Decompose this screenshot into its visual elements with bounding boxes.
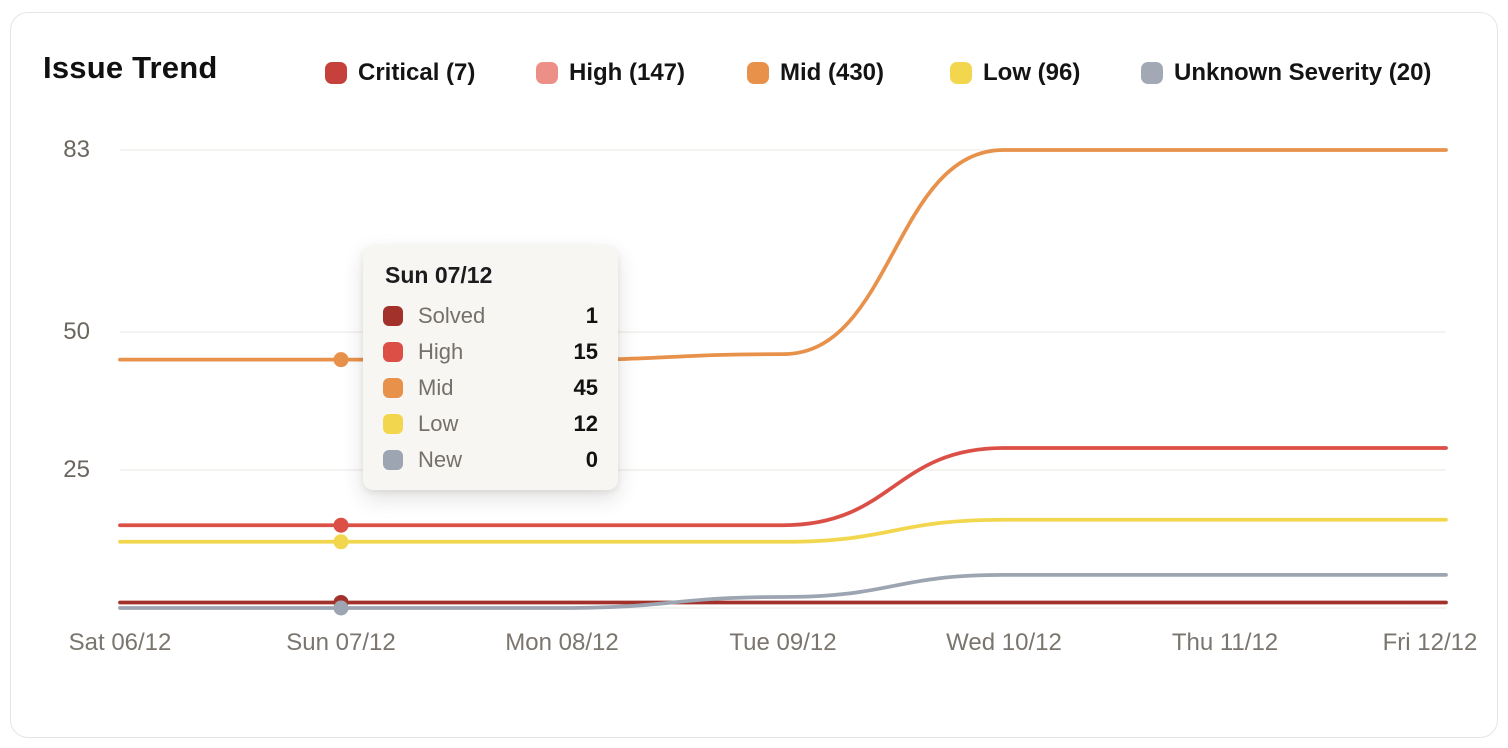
tooltip-title: Sun 07/12 [385, 262, 493, 288]
tooltip-series-value: 1 [585, 303, 598, 328]
tooltip-row: Low 12 [383, 406, 598, 442]
page-title: Issue Trend [43, 50, 218, 85]
tooltip-series-value: 15 [573, 339, 598, 364]
tooltip-row: High 15 [383, 334, 598, 370]
tooltip-series-label: Low [418, 411, 459, 436]
tooltip-swatch-icon [383, 414, 403, 434]
issue-trend-card [10, 12, 1498, 738]
tooltip-swatch-icon [383, 306, 403, 326]
legend-swatch-icon [536, 62, 558, 84]
legend-label: High (147) [569, 59, 686, 86]
legend-item-unknown-severity-20[interactable]: Unknown Severity (20) [1141, 59, 1431, 87]
tooltip-swatch-icon [383, 342, 403, 362]
y-axis-label: 83 [63, 136, 90, 163]
tooltip-series-label: High [418, 339, 464, 364]
legend-item-critical-7[interactable]: Critical (7) [325, 59, 475, 87]
chart-tooltip: Sun 07/12 Solved 1 High 15 Mid 45 Low 12 New 0 [363, 246, 618, 490]
tooltip-row: Mid 45 [383, 370, 598, 406]
legend-item-high-147[interactable]: High (147) [536, 59, 685, 87]
legend-label: Critical (7) [358, 59, 476, 86]
legend-label: Unknown Severity (20) [1174, 59, 1432, 86]
legend-item-mid-430[interactable]: Mid (430) [747, 59, 884, 87]
legend-label: Low (96) [983, 59, 1081, 86]
x-axis-label: Sun 07/12 [286, 629, 396, 656]
tooltip-series-label: New [418, 447, 463, 472]
tooltip-swatch-icon [383, 378, 403, 398]
x-axis-label: Tue 09/12 [729, 629, 837, 656]
tooltip-series-label: Solved [418, 303, 486, 328]
legend-swatch-icon [325, 62, 347, 84]
tooltip-series-value: 0 [585, 447, 598, 472]
tooltip-series-value: 45 [573, 375, 598, 400]
tooltip-row: New 0 [383, 442, 598, 478]
legend-swatch-icon [950, 62, 972, 84]
tooltip-row: Solved 1 [383, 298, 598, 334]
tooltip-rows: Solved 1 High 15 Mid 45 Low 12 New 0 [383, 298, 598, 478]
x-axis-label: Wed 10/12 [946, 629, 1062, 656]
x-axis-label: Sat 06/12 [68, 629, 172, 656]
tooltip-series-value: 12 [573, 411, 598, 436]
tooltip-swatch-icon [383, 450, 403, 470]
legend-swatch-icon [747, 62, 769, 84]
y-axis-label: 50 [63, 318, 90, 346]
legend-item-low-96[interactable]: Low (96) [950, 59, 1080, 87]
x-axis-label: Fri 12/12 [1382, 629, 1478, 656]
x-axis-label: Thu 11/12 [1171, 629, 1279, 656]
legend-label: Mid (430) [780, 59, 885, 86]
y-axis-label: 25 [63, 456, 90, 484]
legend-swatch-icon [1141, 62, 1163, 84]
tooltip-series-label: Mid [418, 375, 454, 400]
x-axis-label: Mon 08/12 [505, 629, 619, 656]
